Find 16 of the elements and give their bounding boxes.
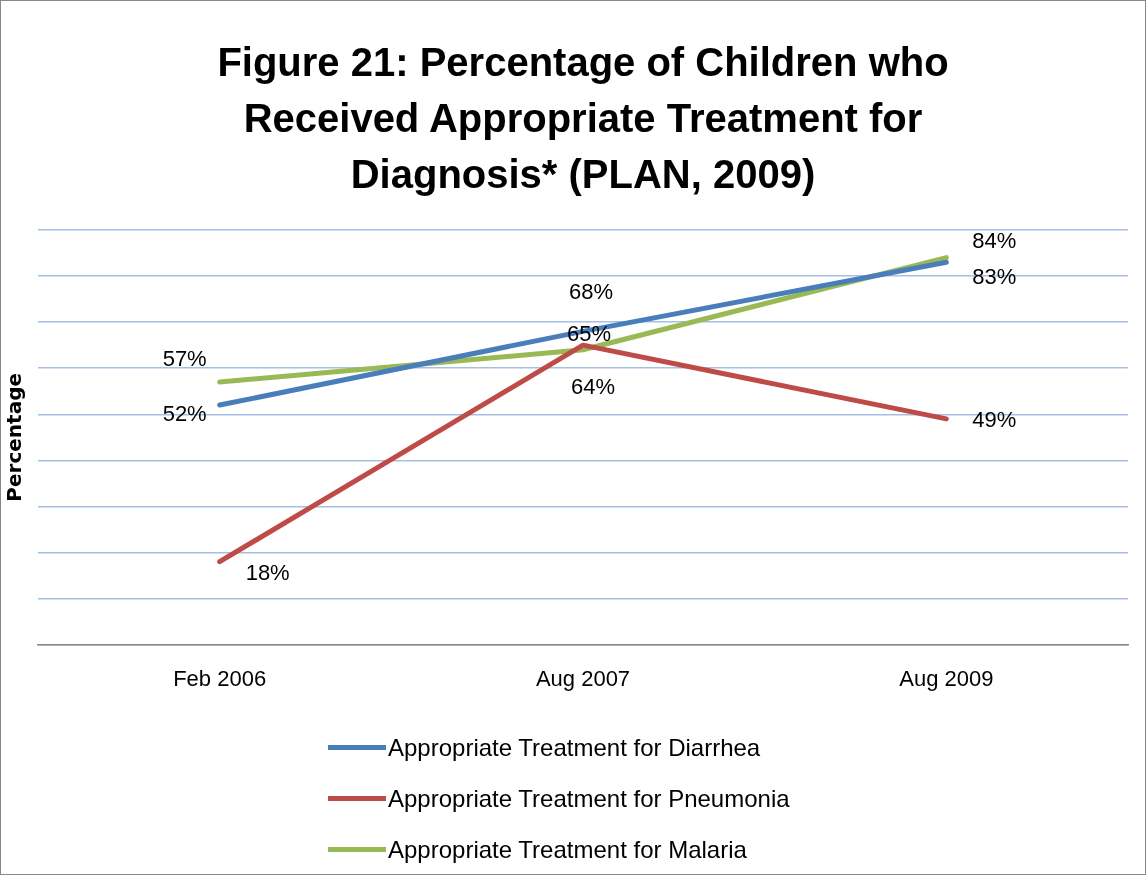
x-tick-label: Aug 2009	[899, 665, 994, 691]
data-label: 64%	[570, 373, 616, 399]
legend-label: Appropriate Treatment for Malaria	[388, 835, 747, 864]
chart-title: Figure 21: Percentage of Children who Received Appropriate Treatment for Diagnosis* (PLAN, 2009)	[216, 39, 950, 198]
y-axis-title: Percentage	[2, 372, 27, 502]
legend-label: Appropriate Treatment for Diarrhea	[388, 733, 761, 762]
data-label: 52%	[162, 401, 207, 427]
x-tick-label: Aug 2007	[535, 665, 631, 691]
x-tick-label: Feb 2006	[173, 665, 267, 691]
data-label: 49%	[972, 406, 1017, 432]
data-label: 83%	[972, 264, 1017, 290]
data-label: 18%	[245, 559, 290, 585]
data-label: 57%	[162, 346, 207, 372]
data-label: 84%	[972, 227, 1017, 253]
data-label: 68%	[568, 279, 614, 305]
legend-label: Appropriate Treatment for Pneumonia	[388, 784, 790, 813]
